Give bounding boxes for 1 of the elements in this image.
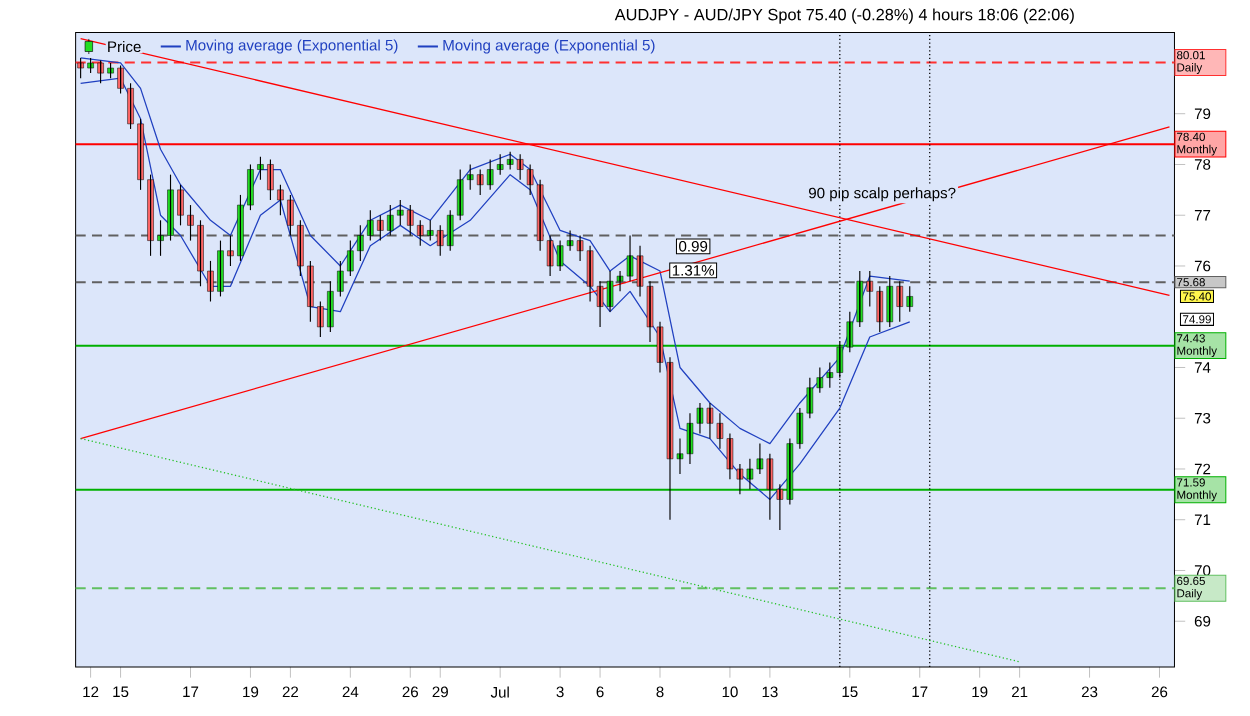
chart-title: AUDJPY - AUD/JPY Spot 75.40 (-0.28%) 4 hours 18:06 (22:06) — [614, 8, 1074, 24]
